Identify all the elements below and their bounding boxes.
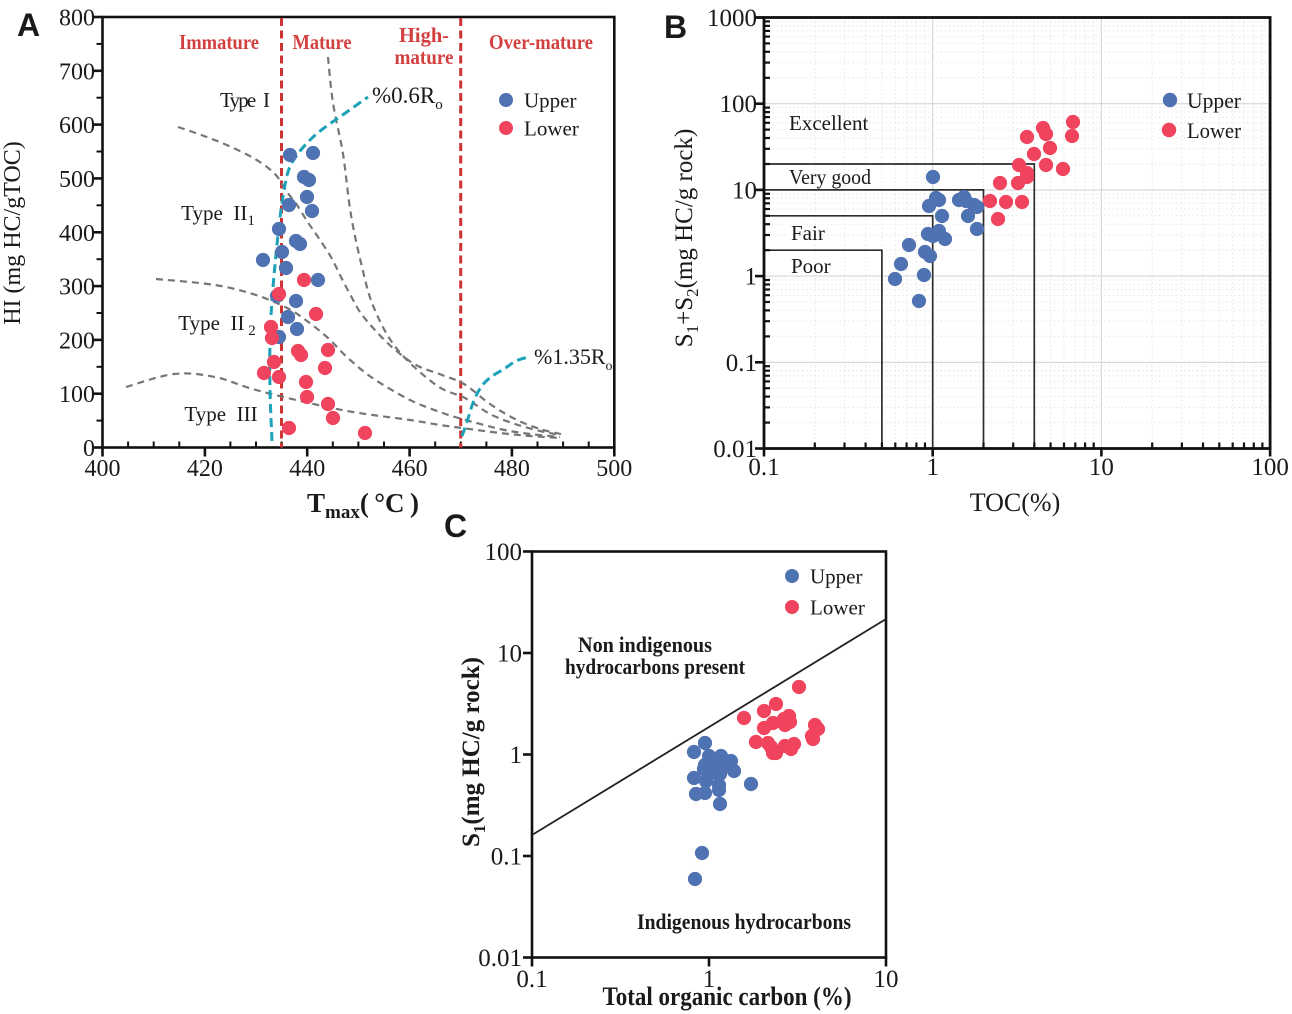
- svg-text:Type II1: Type II1: [181, 201, 255, 229]
- svg-text:Upper: Upper: [1187, 88, 1242, 113]
- svg-text:700: 700: [59, 59, 95, 85]
- svg-text:200: 200: [59, 328, 95, 354]
- svg-text:Over-mature: Over-mature: [489, 30, 593, 54]
- svg-text:300: 300: [59, 275, 95, 301]
- svg-text:Lower: Lower: [524, 117, 579, 141]
- svg-text:Very good: Very good: [789, 165, 871, 189]
- svg-text:1: 1: [926, 454, 939, 481]
- svg-text:1: 1: [510, 742, 523, 769]
- svg-text:Lower: Lower: [1187, 118, 1242, 143]
- svg-text:400: 400: [59, 221, 95, 247]
- svg-text:Total organic carbon (%): Total organic carbon (%): [603, 982, 852, 1011]
- svg-text:10: 10: [497, 641, 522, 668]
- svg-text:10: 10: [874, 966, 899, 993]
- svg-text:TOC(%): TOC(%): [970, 488, 1061, 517]
- svg-text:Type III: Type III: [184, 402, 257, 426]
- svg-text:Mature: Mature: [293, 30, 352, 54]
- svg-text:0.1: 0.1: [516, 966, 547, 993]
- svg-text:440: 440: [289, 456, 325, 482]
- svg-text:HI (mg HC/gTOC): HI (mg HC/gTOC): [0, 141, 26, 325]
- svg-text:1: 1: [745, 264, 758, 291]
- svg-text:400: 400: [85, 456, 121, 482]
- svg-text:500: 500: [59, 167, 95, 193]
- svg-text:0.1: 0.1: [726, 350, 757, 377]
- svg-text:10: 10: [1089, 454, 1114, 481]
- svg-text:S1(mg HC/g rock): S1(mg HC/g rock): [458, 657, 489, 847]
- svg-text:500: 500: [596, 456, 632, 482]
- svg-text:0.01: 0.01: [713, 436, 757, 463]
- svg-text:100: 100: [1251, 454, 1289, 481]
- svg-text:480: 480: [494, 456, 530, 482]
- svg-text:Upper: Upper: [524, 89, 576, 113]
- svg-text:Poor: Poor: [791, 254, 831, 278]
- svg-text:460: 460: [392, 456, 428, 482]
- svg-text:Indigenous hydrocarbons: Indigenous hydrocarbons: [637, 909, 851, 934]
- svg-text:Fair: Fair: [791, 221, 825, 245]
- svg-text:Non indigenous: Non indigenous: [578, 632, 712, 657]
- svg-text:0.1: 0.1: [491, 844, 522, 871]
- svg-text:Excellent: Excellent: [789, 111, 868, 135]
- svg-text:Type II 2: Type II 2: [178, 311, 255, 339]
- svg-text:1: 1: [703, 966, 716, 993]
- svg-text:600: 600: [59, 113, 95, 139]
- svg-text:1000: 1000: [707, 5, 757, 32]
- svg-text:100: 100: [720, 91, 758, 118]
- svg-text:Upper: Upper: [810, 565, 862, 589]
- svg-text:hydrocarbons present: hydrocarbons present: [565, 654, 746, 679]
- svg-text:100: 100: [59, 382, 95, 408]
- svg-text:10: 10: [732, 177, 757, 204]
- svg-text:mature: mature: [395, 45, 454, 69]
- svg-text:C: C: [444, 508, 467, 544]
- svg-text:100: 100: [485, 539, 523, 566]
- svg-text:High-: High-: [399, 23, 449, 47]
- svg-text:0.01: 0.01: [478, 945, 522, 972]
- svg-text:A: A: [17, 7, 40, 43]
- svg-text:0: 0: [83, 436, 95, 462]
- svg-text:Lower: Lower: [810, 596, 865, 620]
- svg-text:0.1: 0.1: [748, 454, 779, 481]
- svg-text:S1+S2(mg HC/g rock): S1+S2(mg HC/g rock): [671, 129, 702, 348]
- svg-text:Immature: Immature: [179, 30, 259, 54]
- svg-text:800: 800: [59, 6, 95, 32]
- svg-text:Type I: Type I: [220, 88, 270, 112]
- svg-text:Tmax( °C ): Tmax( °C ): [307, 488, 419, 523]
- svg-text:420: 420: [187, 456, 223, 482]
- svg-text:B: B: [664, 9, 687, 45]
